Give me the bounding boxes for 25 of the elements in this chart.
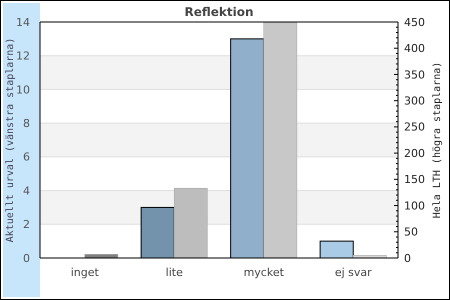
y2-tick-label: 400: [404, 42, 425, 56]
y-tick-label: 2: [23, 218, 30, 232]
y2-tick-label: 250: [404, 120, 425, 134]
y2-tick-label: 150: [404, 173, 425, 186]
y-tick-label: 10: [16, 83, 30, 96]
y2-tick-label: 100: [404, 199, 425, 212]
y-axis-title: Aktuellt urval (vänstra staplarna): [5, 38, 16, 242]
x-tick-label: inget: [70, 266, 100, 279]
x-tick-label: ej svar: [334, 266, 372, 279]
y2-tick-label: 200: [404, 146, 425, 160]
y-tick-label: 0: [23, 252, 30, 265]
y-tick-label: 4: [23, 184, 30, 198]
y2-tick-label: 450: [404, 16, 425, 29]
y2-tick-label: 300: [404, 94, 425, 108]
chart-title: Reflektion: [184, 5, 254, 19]
y2-tick-label: 350: [404, 68, 425, 82]
y2-tick-label: 50: [404, 226, 418, 239]
x-tick-label: lite: [166, 266, 184, 279]
y-tick-label: 8: [23, 116, 30, 130]
x-tick-label: mycket: [244, 266, 285, 279]
y-tick-label: 12: [16, 50, 30, 63]
y2-tick-label: 0: [404, 252, 411, 265]
y2-axis-title: Hela LTH (högra staplarna): [432, 62, 443, 218]
y-tick-label: 6: [23, 150, 30, 164]
y-tick-label: 14: [16, 16, 30, 29]
